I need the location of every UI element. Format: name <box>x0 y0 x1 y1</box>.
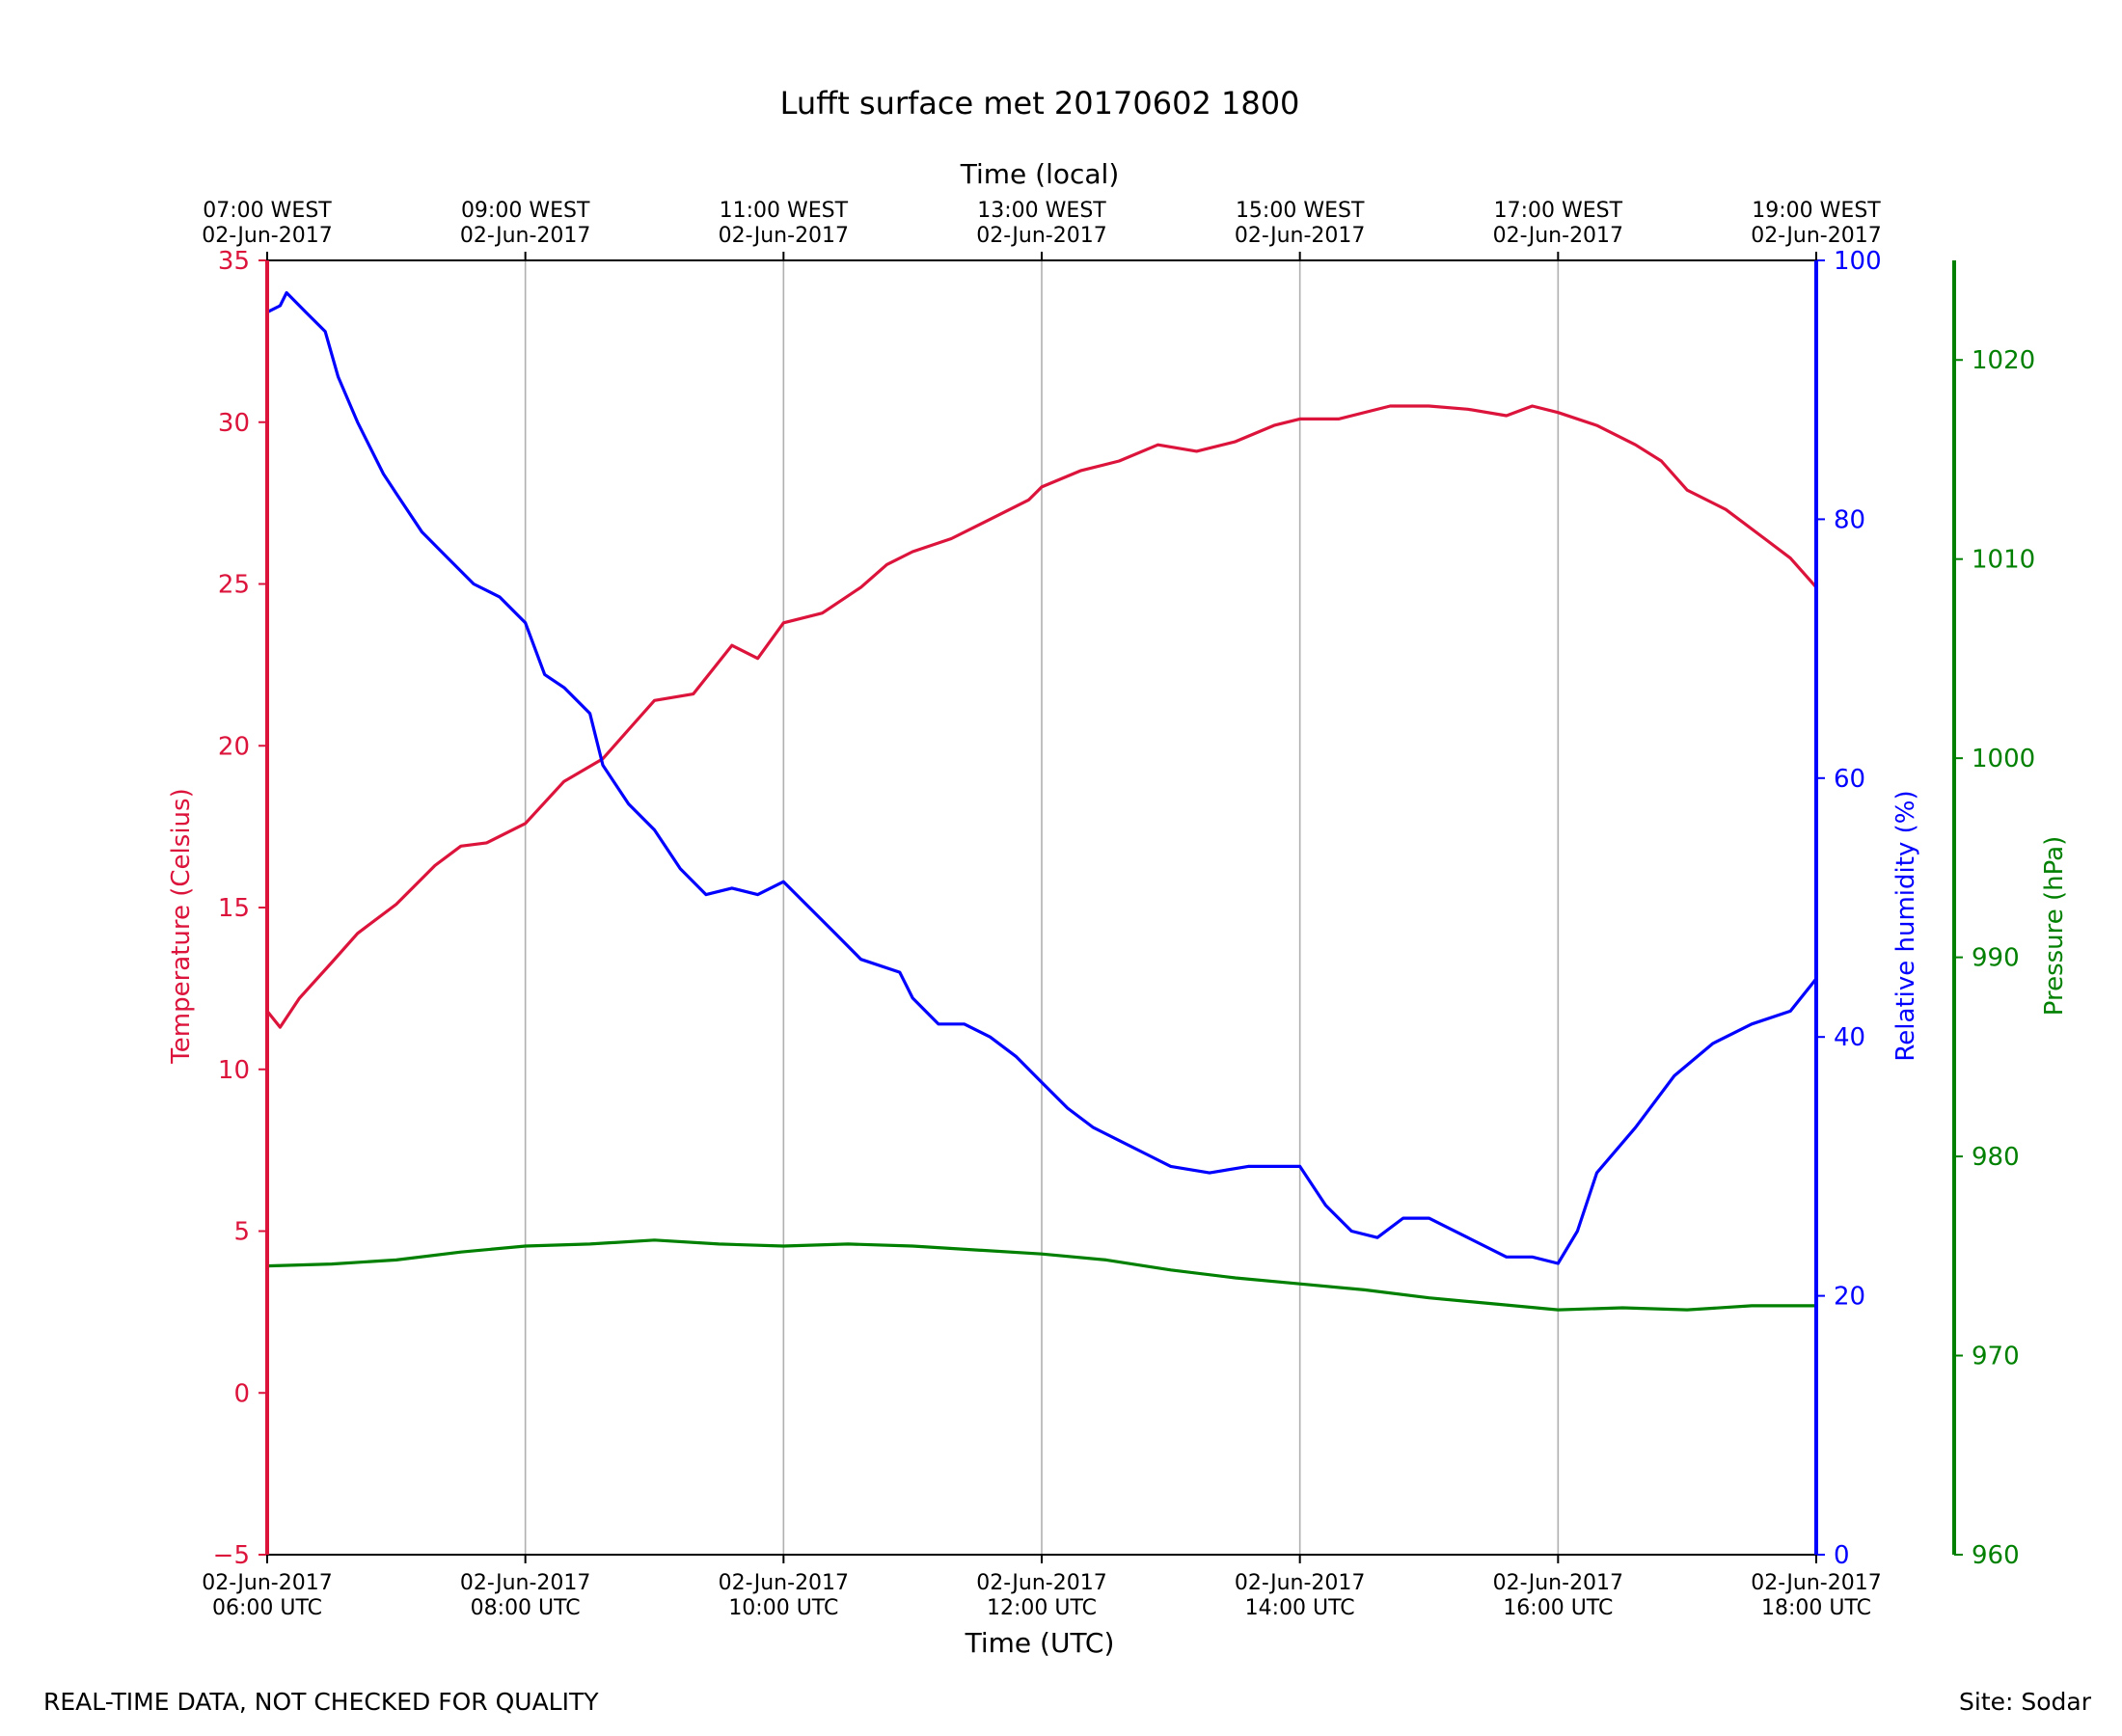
humidity-tick-label: 20 <box>1834 1283 1865 1312</box>
humidity-series-line <box>265 290 1818 1265</box>
top-tick-label-date: 02-Jun-2017 <box>1751 224 1881 248</box>
bottom-tick-label-time: 08:00 UTC <box>471 1596 581 1620</box>
pressure-tick-label: 1010 <box>1972 546 2035 575</box>
bottom-tick-label-date: 02-Jun-2017 <box>976 1571 1106 1595</box>
top-tick-label-time: 09:00 WEST <box>461 199 590 223</box>
bottom-tick-label-date: 02-Jun-2017 <box>1493 1571 1623 1595</box>
x-axis-label-bottom: Time (UTC) <box>965 1627 1115 1659</box>
temperature-tick-label: 5 <box>233 1218 250 1247</box>
series-group <box>265 290 1818 1312</box>
pressure-tick-label: 1000 <box>1972 745 2035 773</box>
temperature-tick-label: −5 <box>213 1541 250 1570</box>
temperature-tick-label: 15 <box>218 894 250 923</box>
humidity-axis: 0 20 40 60 80 100 <box>1814 247 1882 1570</box>
temperature-axis: −5 0 5 10 15 20 25 30 35 <box>213 247 269 1570</box>
bottom-tick-label-date: 02-Jun-2017 <box>1235 1571 1365 1595</box>
top-tick-label-time: 13:00 WEST <box>977 199 1106 223</box>
top-tick-label-date: 02-Jun-2017 <box>1493 224 1623 248</box>
pressure-tick-label: 960 <box>1972 1541 2020 1570</box>
pressure-tick-label: 990 <box>1972 944 2020 973</box>
top-tick-label-time: 11:00 WEST <box>720 199 849 223</box>
bottom-tick-label-time: 12:00 UTC <box>987 1596 1097 1620</box>
bottom-tick-label-time: 14:00 UTC <box>1245 1596 1355 1620</box>
top-tick-label-time: 07:00 WEST <box>203 199 332 223</box>
humidity-axis-label: Relative humidity (%) <box>1891 790 1920 1061</box>
bottom-tick-label-date: 02-Jun-2017 <box>719 1571 849 1595</box>
temperature-tick-label: 35 <box>218 247 250 276</box>
top-tick-label-date: 02-Jun-2017 <box>976 224 1106 248</box>
bottom-tick-label-time: 10:00 UTC <box>728 1596 838 1620</box>
pressure-series-line <box>265 1238 1818 1312</box>
temperature-tick-label: 30 <box>218 409 250 438</box>
quality-disclaimer: REAL-TIME DATA, NOT CHECKED FOR QUALITY <box>43 1688 599 1716</box>
chart-title: Lufft surface met 20170602 1800 <box>780 85 1300 122</box>
temperature-tick-label: 20 <box>218 732 250 761</box>
bottom-tick-label-time: 18:00 UTC <box>1761 1596 1871 1620</box>
top-tick-label-time: 17:00 WEST <box>1494 199 1623 223</box>
temperature-tick-label: 10 <box>218 1056 250 1085</box>
humidity-tick-label: 60 <box>1834 765 1865 794</box>
humidity-tick-label: 100 <box>1834 247 1882 276</box>
bottom-tick-label-date: 02-Jun-2017 <box>460 1571 590 1595</box>
temperature-tick-label: 0 <box>233 1379 250 1408</box>
bottom-tick-label-time: 16:00 UTC <box>1503 1596 1613 1620</box>
humidity-tick-label: 0 <box>1834 1541 1850 1570</box>
top-tick-label-date: 02-Jun-2017 <box>202 224 332 248</box>
humidity-tick-label: 40 <box>1834 1023 1865 1052</box>
top-tick-label-time: 19:00 WEST <box>1752 199 1881 223</box>
pressure-axis-label: Pressure (hPa) <box>2040 836 2069 1017</box>
x-axis-label-top: Time (local) <box>960 158 1120 190</box>
temperature-tick-label: 25 <box>218 571 250 600</box>
top-tick-label-date: 02-Jun-2017 <box>1235 224 1365 248</box>
pressure-tick-label: 1020 <box>1972 346 2035 375</box>
bottom-tick-label-date: 02-Jun-2017 <box>1751 1571 1881 1595</box>
pressure-tick-label: 980 <box>1972 1143 2020 1172</box>
bottom-tick-label-date: 02-Jun-2017 <box>202 1571 332 1595</box>
humidity-tick-label: 80 <box>1834 505 1865 534</box>
site-label: Site: Sodar <box>1959 1688 2091 1716</box>
top-tick-label-date: 02-Jun-2017 <box>460 224 590 248</box>
pressure-tick-label: 970 <box>1972 1343 2020 1371</box>
pressure-axis: 960 970 980 990 1000 1010 1020 <box>1952 260 2035 1570</box>
temperature-axis-label: Temperature (Celsius) <box>167 788 196 1064</box>
top-tick-label-date: 02-Jun-2017 <box>719 224 849 248</box>
bottom-tick-label-time: 06:00 UTC <box>212 1596 322 1620</box>
grid-lines <box>524 260 1560 1555</box>
top-tick-label-time: 15:00 WEST <box>1236 199 1365 223</box>
temperature-series-line <box>265 404 1818 1029</box>
